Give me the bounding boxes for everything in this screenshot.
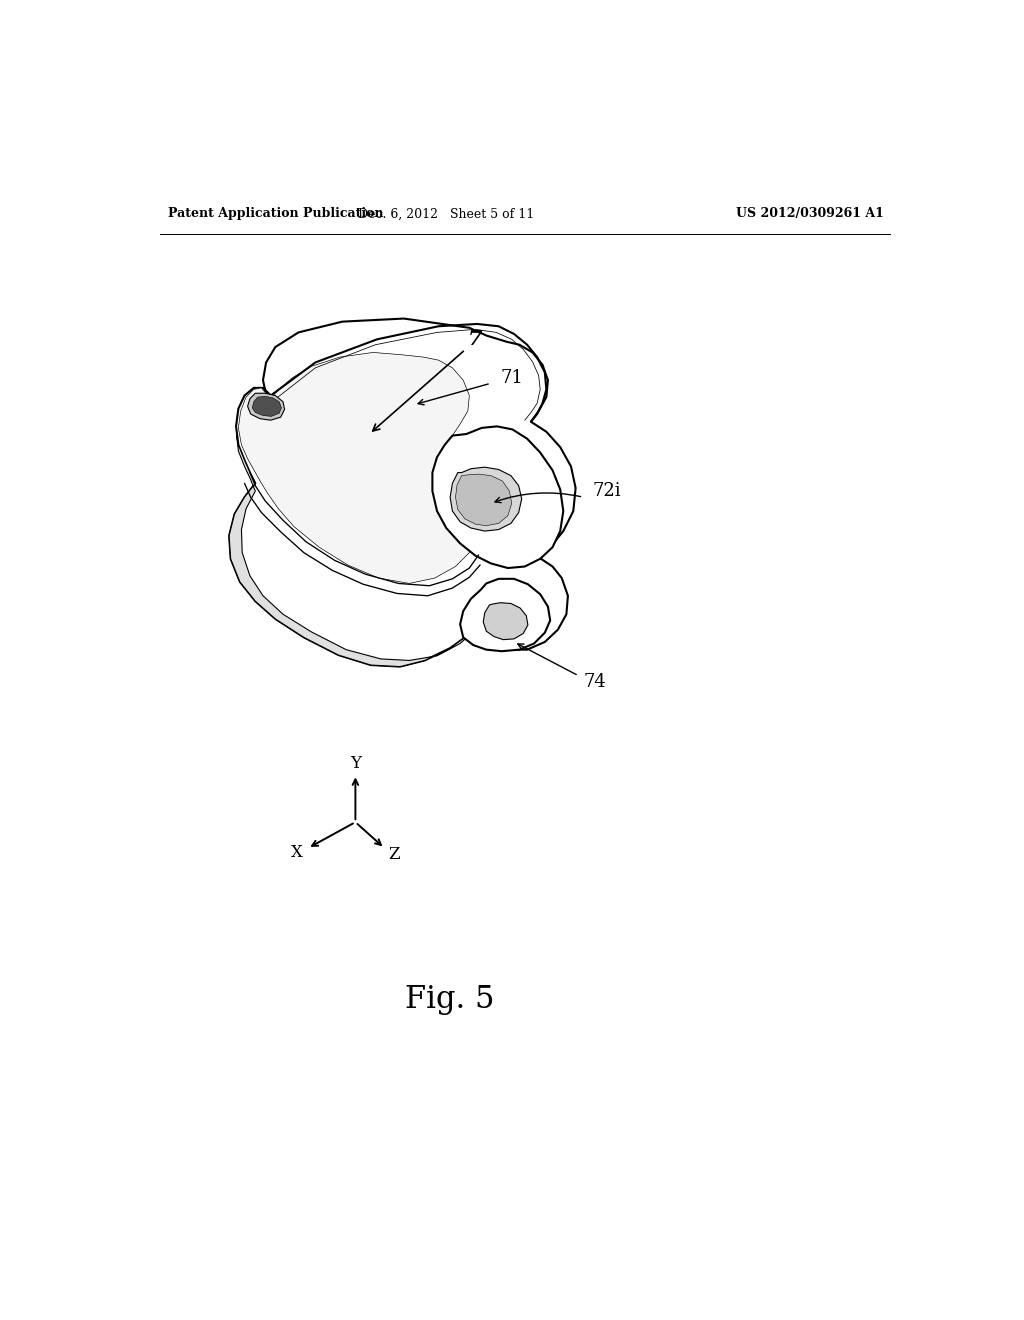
Text: Fig. 5: Fig. 5 xyxy=(406,983,495,1015)
Text: Dec. 6, 2012   Sheet 5 of 11: Dec. 6, 2012 Sheet 5 of 11 xyxy=(358,207,535,220)
Text: 71: 71 xyxy=(500,368,523,387)
Text: X: X xyxy=(291,845,303,862)
PathPatch shape xyxy=(460,579,550,651)
Text: Z: Z xyxy=(388,846,399,863)
Text: 7: 7 xyxy=(468,330,482,350)
PathPatch shape xyxy=(239,352,490,583)
PathPatch shape xyxy=(252,396,282,416)
Text: Y: Y xyxy=(350,755,360,772)
PathPatch shape xyxy=(451,467,521,531)
Text: US 2012/0309261 A1: US 2012/0309261 A1 xyxy=(736,207,884,220)
PathPatch shape xyxy=(248,393,285,420)
PathPatch shape xyxy=(229,318,575,667)
Text: Patent Application Publication: Patent Application Publication xyxy=(168,207,383,220)
Text: 72i: 72i xyxy=(593,482,622,500)
PathPatch shape xyxy=(432,426,563,568)
PathPatch shape xyxy=(456,474,512,525)
PathPatch shape xyxy=(483,603,528,640)
PathPatch shape xyxy=(229,436,481,667)
Text: 74: 74 xyxy=(584,673,606,690)
